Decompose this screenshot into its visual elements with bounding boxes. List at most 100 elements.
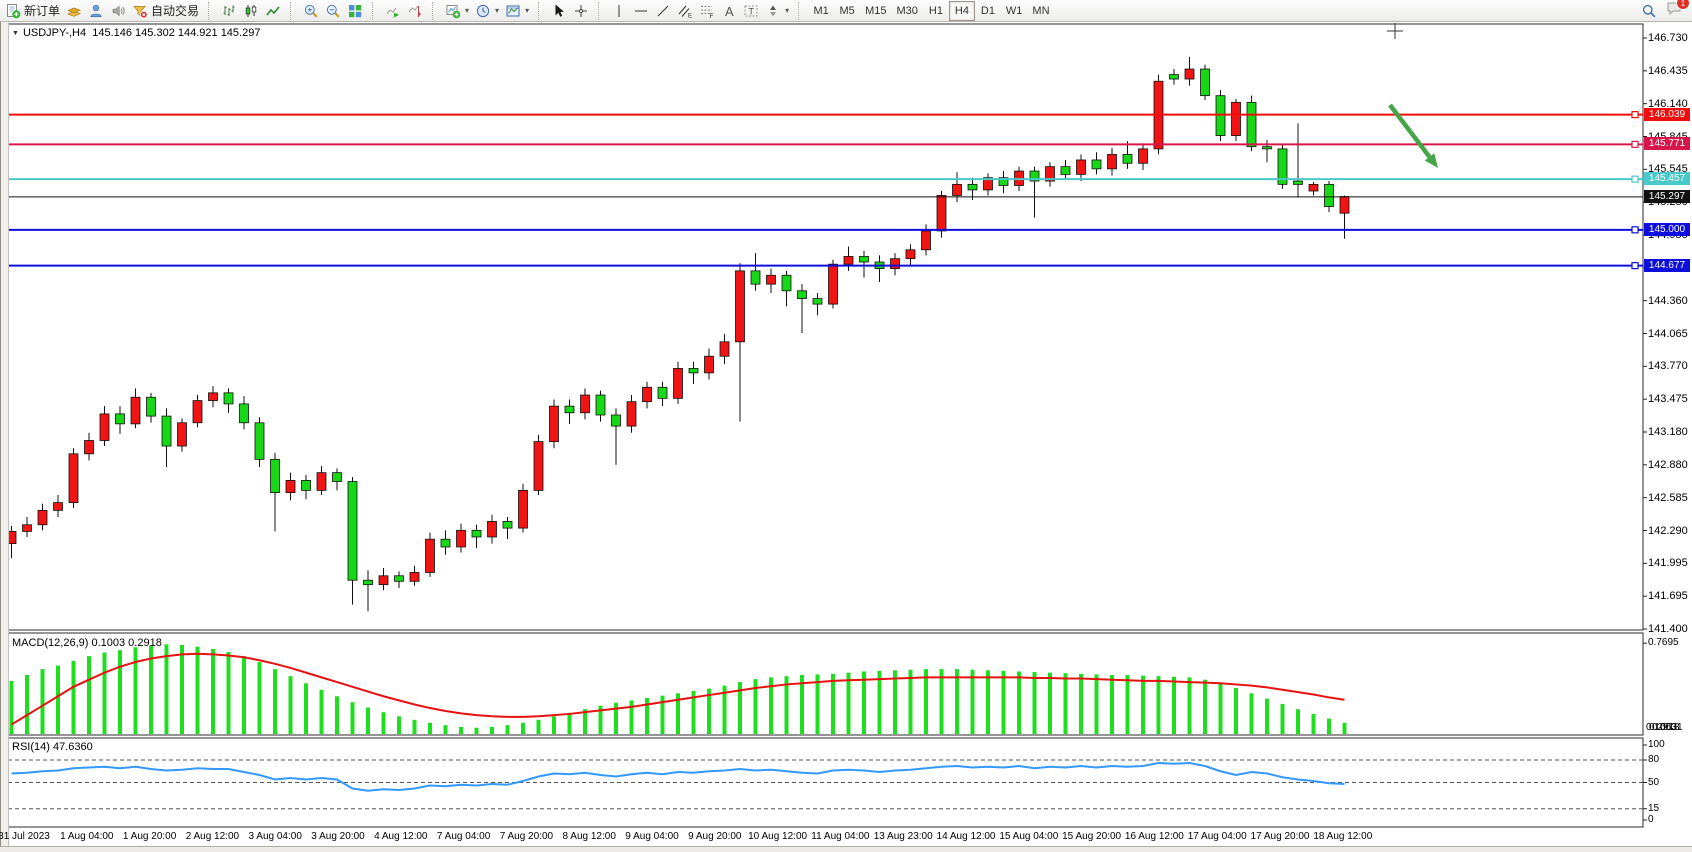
trendline-icon [655,3,671,19]
trendline-tool-button[interactable] [652,1,674,21]
price-tick-label: 144.065 [1648,327,1688,340]
status-bar [0,846,1692,852]
timeframe-tab-m1[interactable]: M1 [808,1,834,21]
macd-scale-max-label: 0.7695 [1648,637,1679,649]
timeframe-tab-mn[interactable]: MN [1027,1,1054,21]
timeframe-tab-h4[interactable]: H4 [948,0,975,21]
time-axis-label: 14 Aug 12:00 [936,831,996,842]
macd-scale-overlap-label: 0.2918 [1649,722,1680,733]
toolbar-separator [290,1,296,20]
time-axis-label: 4 Aug 12:00 [374,831,428,842]
bar-chart-mode-button[interactable] [218,1,240,21]
svg-text:F: F [710,13,714,19]
time-axis-label: 1 Aug 04:00 [60,831,114,842]
text-tool-button[interactable]: A [718,1,740,21]
line-chart-mode-button[interactable] [262,1,284,21]
zoom-in-icon [303,3,319,19]
timeframe-toolbar: M1 M5 M15 M30 H1 H4 D1 W1 MN [808,0,1054,22]
time-axis-label: 9 Aug 04:00 [625,831,679,842]
timeframe-tab-w1[interactable]: W1 [1001,1,1028,21]
hline-price-label: 144.677 [1644,258,1690,272]
new-order-button[interactable]: 新订单 [2,1,63,21]
window-left-frame [0,22,9,846]
autotrading-label: 自动交易 [151,4,200,18]
timeframe-tab-m5[interactable]: M5 [834,1,860,21]
time-axis-label: 17 Aug 04:00 [1187,831,1247,842]
profiles-button[interactable] [85,1,107,21]
indicators-menu-button[interactable] [442,1,472,21]
candlestick-mode-button[interactable] [240,1,262,21]
rsi-indicator-label: RSI(14) 47.6360 [12,741,93,753]
new-chart-button[interactable] [63,1,85,21]
periods-menu-button[interactable] [472,1,502,21]
channel-tool-button[interactable]: E [674,1,696,21]
clock-icon [475,3,491,19]
price-tick-label: 142.880 [1648,458,1688,471]
autotrading-button[interactable]: 自动交易 [129,1,202,21]
chart-shift-button[interactable] [404,1,426,21]
rsi-scale-label: 50 [1648,776,1660,788]
toolbar-separator [598,1,604,20]
profiles-icon [88,3,104,19]
time-axis-label: 13 Aug 23:00 [873,831,933,842]
candles-layer [6,56,1350,612]
cursor-arrow-icon [551,3,567,19]
timeframe-tab-m30[interactable]: M30 [892,1,923,21]
svg-text:T: T [748,6,754,17]
macd-indicator-label: MACD(12,26,9) 0.1003 0.2918 [12,637,162,649]
time-axis-label: 3 Aug 20:00 [311,831,365,842]
rsi-layer [8,759,1643,810]
tile-windows-icon [347,3,363,19]
price-tick-label: 142.585 [1648,491,1688,504]
arrows-tool-button[interactable] [762,1,792,21]
horizontal-line-tool-button[interactable] [630,1,652,21]
search-button[interactable] [1638,1,1660,21]
chevron-down-icon: ▼ [12,30,19,37]
time-axis-label: 17 Aug 20:00 [1250,831,1310,842]
timeframe-tab-h1[interactable]: H1 [923,1,949,21]
channel-icon: E [677,3,693,19]
toolbar-separator [432,1,438,20]
timeframe-tab-d1[interactable]: D1 [975,1,1001,21]
macd-scale-overlap-label: 0.0531 [1652,722,1683,733]
price-tick-label: 141.995 [1648,557,1688,570]
zoom-in-button[interactable] [300,1,322,21]
notifications-button[interactable]: 1 [1666,0,1690,21]
price-tick-label: 141.400 [1648,623,1688,635]
text-label-icon: T [743,3,759,19]
timeframe-tab-m15[interactable]: M15 [860,1,891,21]
label-tool-button[interactable]: T [740,1,762,21]
bar-chart-icon [221,3,237,19]
new-order-label: 新订单 [24,4,61,18]
text-icon: A [721,3,737,19]
alerts-button[interactable] [107,1,129,21]
speaker-icon [110,3,126,19]
arrows-objects-icon [765,3,781,19]
auto-scroll-icon [385,3,401,19]
chart-symbol-title[interactable]: ▼ USDJPY-,H4 145.146 145.302 144.921 145.… [12,27,260,39]
price-tick-label: 146.730 [1648,32,1688,44]
time-axis-label: 31 Jul 2023 [0,831,50,842]
horizontal-line-icon [633,3,649,19]
crosshair-tool-button[interactable] [570,1,592,21]
chart-window: ▼ USDJPY-,H4 145.146 145.302 144.921 145.… [0,22,1692,852]
templates-menu-button[interactable] [502,1,532,21]
fibonacci-tool-button[interactable]: F [696,1,718,21]
cursor-tool-button[interactable] [548,1,570,21]
rsi-scale-label: 80 [1648,754,1660,765]
price-tick-label: 146.435 [1648,64,1688,77]
auto-scroll-button[interactable] [382,1,404,21]
hline-price-label: 146.039 [1644,107,1690,121]
tile-windows-button[interactable] [344,1,366,21]
search-icon [1641,3,1657,19]
fibonacci-icon: F [699,3,715,19]
crosshair-cursor [1387,23,1403,39]
vertical-line-tool-button[interactable] [608,1,630,21]
new-order-icon [5,3,21,19]
price-tick-label: 143.770 [1648,360,1688,373]
time-axis-label: 15 Aug 20:00 [1062,831,1122,842]
new-chart-icon [66,3,82,19]
macd-scale-overlap-label: 0.1003 [1646,722,1677,733]
zoom-out-button[interactable] [322,1,344,21]
